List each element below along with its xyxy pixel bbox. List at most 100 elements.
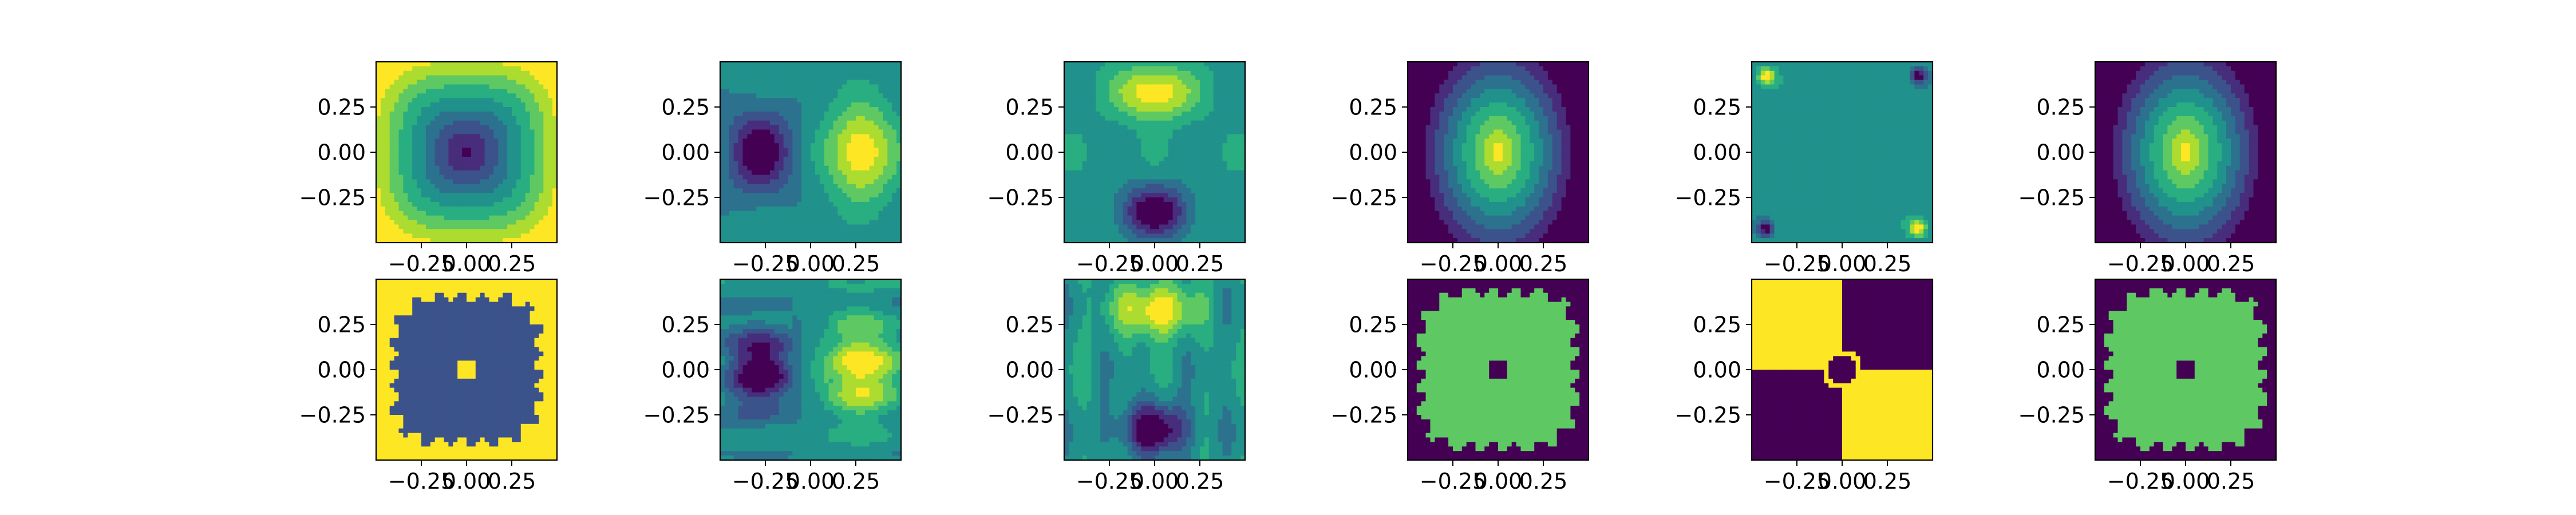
heatmap-cell	[1073, 102, 1078, 108]
heatmap-cell	[724, 197, 730, 203]
heatmap-cell	[425, 188, 431, 193]
heatmap-cell	[480, 224, 485, 229]
heatmap-cell	[498, 175, 503, 180]
heatmap-cell	[548, 89, 553, 94]
heatmap-cell	[434, 156, 440, 162]
heatmap-cell	[525, 107, 531, 112]
heatmap-cell	[1218, 220, 1223, 225]
heatmap-cell	[1109, 188, 1115, 193]
heatmap-cell	[819, 165, 825, 171]
heatmap-cell	[1231, 229, 1236, 234]
heatmap-cell	[507, 84, 512, 89]
heatmap-cell	[498, 62, 503, 67]
heatmap-cell	[738, 102, 744, 108]
heatmap-cell	[421, 134, 426, 139]
heatmap-cell	[824, 120, 829, 126]
heatmap-cell	[430, 211, 436, 216]
heatmap-cell	[520, 70, 526, 76]
heatmap-cell	[878, 201, 883, 207]
heatmap-cell	[1177, 120, 1182, 126]
heatmap-cell	[1408, 170, 1413, 176]
heatmap-cell	[824, 193, 829, 198]
heatmap-cell	[389, 179, 395, 184]
heatmap-cell	[1100, 238, 1105, 243]
heatmap-cell	[1105, 170, 1110, 176]
heatmap-cell	[471, 80, 476, 85]
y-tick-label: 0.00	[1005, 140, 1054, 165]
heatmap-cell	[792, 179, 797, 184]
heatmap-cell	[403, 175, 408, 180]
heatmap-cell	[833, 188, 838, 193]
heatmap-cell	[811, 175, 816, 180]
heatmap-cell	[493, 125, 499, 130]
heatmap-cell	[389, 111, 395, 117]
heatmap-cell	[738, 129, 744, 134]
heatmap-cell	[733, 89, 739, 94]
heatmap-cell	[398, 233, 404, 239]
heatmap-cell	[1177, 156, 1182, 162]
heatmap-cell	[520, 188, 526, 193]
heatmap-cell	[769, 193, 775, 198]
heatmap-cell	[833, 116, 838, 121]
heatmap-field	[1064, 62, 1245, 243]
heatmap-cell	[548, 102, 553, 108]
heatmap-cell	[1191, 179, 1196, 184]
heatmap-cell	[801, 175, 807, 180]
heatmap-cell	[856, 134, 861, 139]
heatmap-cell	[1182, 170, 1187, 176]
heatmap-cell	[761, 89, 766, 94]
heatmap-cell	[1231, 220, 1236, 225]
heatmap-cell	[797, 229, 802, 234]
heatmap-cell	[421, 98, 426, 103]
heatmap-cell	[892, 170, 897, 176]
heatmap-cell	[837, 148, 843, 153]
heatmap-cell	[1096, 238, 1101, 243]
heatmap-cell	[1077, 93, 1083, 98]
heatmap-cell	[1163, 120, 1169, 126]
heatmap-cell	[1100, 111, 1105, 117]
heatmap-cell	[1159, 152, 1164, 157]
heatmap-cell	[398, 188, 404, 193]
panel-r0-c0: −0.250.000.25−0.250.000.25	[299, 61, 558, 276]
heatmap-cell	[1136, 125, 1141, 130]
heatmap-cell	[457, 125, 463, 130]
heatmap-cell	[530, 125, 535, 130]
heatmap-cell	[1113, 125, 1119, 130]
heatmap-cell	[1163, 233, 1169, 239]
heatmap-cell	[1150, 75, 1155, 81]
heatmap-cell	[548, 188, 553, 193]
heatmap-cell	[480, 238, 485, 243]
heatmap-cell	[783, 152, 789, 157]
heatmap-cell	[1191, 201, 1196, 207]
heatmap-cell	[769, 165, 775, 171]
heatmap-cell	[738, 229, 744, 234]
heatmap-cell	[1240, 233, 1245, 239]
heatmap-cell	[801, 184, 807, 189]
heatmap-cell	[860, 66, 866, 72]
heatmap-cell	[394, 206, 400, 212]
heatmap-cell	[1113, 170, 1119, 176]
heatmap-cell	[1145, 170, 1151, 176]
heatmap-cell	[1113, 148, 1119, 153]
heatmap-cell	[1068, 129, 1074, 134]
heatmap-cell	[1240, 156, 1245, 162]
heatmap-cell	[539, 143, 544, 148]
heatmap-cell	[1163, 211, 1169, 216]
heatmap-cell	[1109, 148, 1115, 153]
heatmap-cell	[1168, 197, 1174, 203]
heatmap-cell	[761, 70, 766, 76]
heatmap-cell	[417, 179, 422, 184]
heatmap-cell	[724, 238, 730, 243]
heatmap-cell	[720, 116, 725, 121]
heatmap-cell	[1240, 211, 1245, 216]
heatmap-cell	[394, 62, 400, 67]
heatmap-cell	[1136, 229, 1141, 234]
heatmap-cell	[467, 197, 472, 203]
heatmap-cell	[398, 170, 404, 176]
heatmap-cell	[847, 175, 852, 180]
heatmap-cell	[408, 125, 413, 130]
heatmap-cell	[548, 66, 553, 72]
heatmap-cell	[1082, 197, 1088, 203]
heatmap-cell	[1118, 175, 1124, 180]
heatmap-cell	[471, 84, 476, 89]
